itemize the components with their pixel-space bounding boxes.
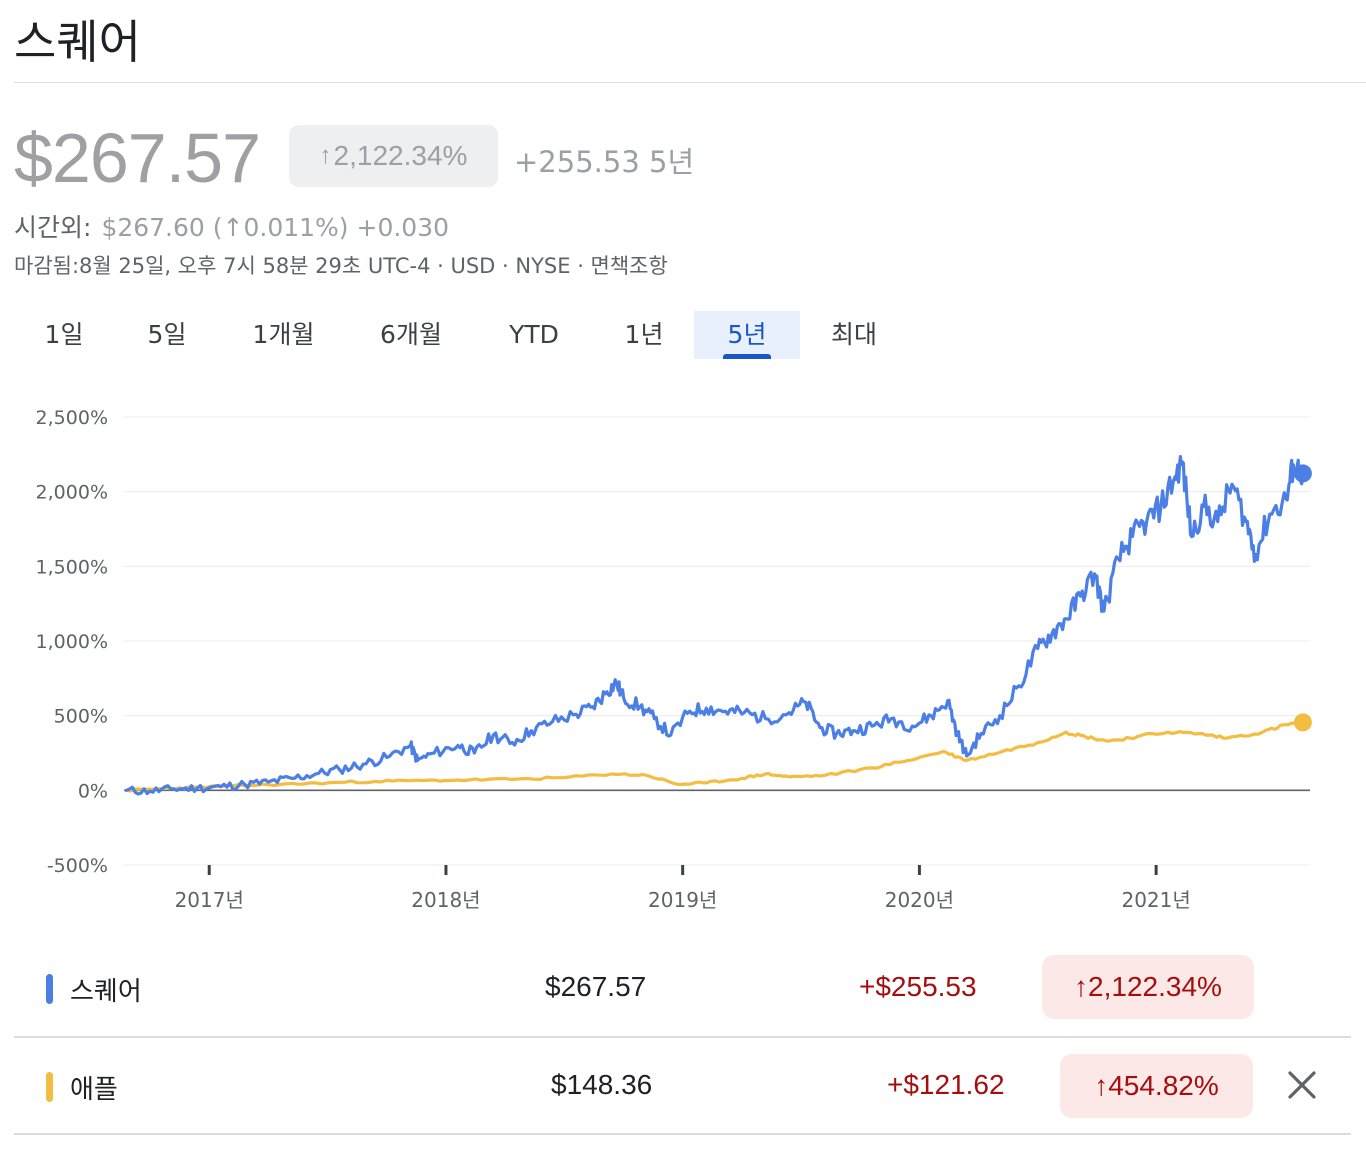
y-tick-label: 2,500% [36,407,108,429]
legend-name: 애플 [70,1075,118,1105]
tab-5d[interactable]: 5일 [147,320,187,349]
legend-divider [14,1036,1351,1038]
legend-price: $267.57 [545,971,647,1002]
tab-1y[interactable]: 1년 [624,320,664,349]
x-tick-label: 2017년 [175,888,244,912]
change-percent: 2,122.34% [333,140,468,171]
legend-change: +$255.53 [859,971,977,1002]
legend-price: $148.36 [551,1069,653,1100]
remove-comparison-close-icon[interactable] [1284,1067,1320,1103]
series-endpoint-apple [1293,713,1312,732]
tab-6m[interactable]: 6개월 [380,320,442,349]
y-tick-label: 0% [78,780,108,802]
legend-row-square[interactable]: 스퀘어 $267.57 +$255.53 ↑2,122.34% [14,940,1351,1038]
market-status: 마감됨:8월 25일, 오후 7시 58분 29초 UTC-4 · USD · … [14,254,668,278]
tab-5y[interactable]: 5년 [694,311,800,359]
after-hours-value: $267.60 (↑0.011%) +0.030 [101,213,450,242]
tab-1d[interactable]: 1일 [44,320,84,349]
legend-divider [14,1133,1351,1135]
legend-row-apple[interactable]: 애플 $148.36 +$121.62 ↑454.82% [14,1038,1351,1136]
series-color-marker [46,974,53,1004]
y-tick-label: 2,000% [36,482,108,504]
tab-ytd[interactable]: YTD [509,320,559,349]
x-tick-label: 2019년 [648,888,717,912]
legend-change: +$121.62 [887,1069,1005,1100]
after-hours-label: 시간외: [14,213,92,242]
legend-name: 스퀘어 [70,977,142,1007]
legend-percent-badge: ↑2,122.34% [1042,955,1254,1019]
current-price: $267.57 [14,119,261,197]
arrow-up-icon: ↑ [319,142,332,169]
after-hours: 시간외: $267.60 (↑0.011%) +0.030 [14,208,449,244]
tab-1m[interactable]: 1개월 [252,320,315,349]
y-tick-label: -500% [47,855,108,877]
title-divider [14,82,1366,83]
series-endpoint-square [1293,464,1312,483]
change-percent-badge: ↑ 2,122.34% [289,125,498,187]
x-tick-label: 2018년 [411,888,480,912]
tab-max[interactable]: 최대 [830,320,877,349]
comparison-chart[interactable]: 2,500% 2,000% 1,500% 1,000% 500% 0% -500% 2017년… [0,390,1366,930]
series-line-apple [124,719,1305,793]
y-tick-label: 1,500% [36,556,108,578]
x-tick-label: 2020년 [885,888,954,912]
x-tick-label: 2021년 [1121,888,1190,912]
change-absolute: +255.53 5년 [514,145,695,179]
y-tick-label: 1,000% [36,631,108,653]
legend-percent-badge: ↑454.82% [1060,1054,1253,1118]
page-title: 스퀘어 [14,15,141,69]
y-tick-label: 500% [54,706,108,728]
series-line-square [124,455,1305,796]
series-color-marker [46,1072,53,1102]
